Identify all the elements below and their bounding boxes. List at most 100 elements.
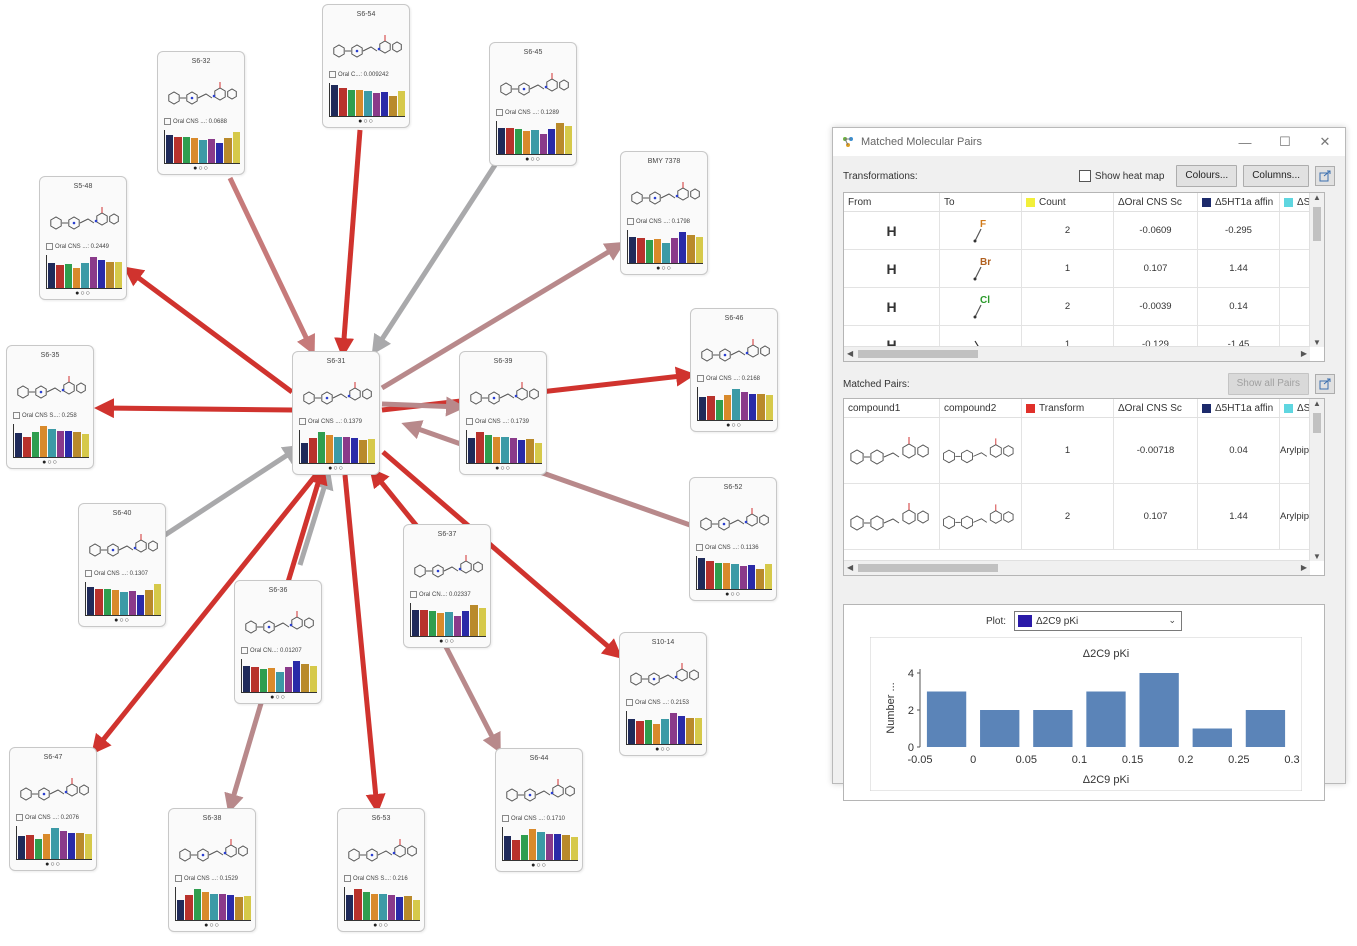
- histogram-bar[interactable]: [1086, 691, 1126, 748]
- matched-pairs-table[interactable]: compound1 compound2 Transform ΔOral CNS …: [843, 398, 1325, 576]
- maximize-button[interactable]: ☐: [1279, 134, 1291, 149]
- page-dots[interactable]: ●○○: [525, 156, 541, 163]
- checkbox[interactable]: [410, 591, 417, 598]
- checkbox[interactable]: [626, 699, 633, 706]
- transformation-edge[interactable]: [224, 699, 265, 814]
- page-dots[interactable]: ●○○: [193, 165, 209, 172]
- transformation-edge[interactable]: [442, 643, 501, 754]
- checkbox[interactable]: [164, 118, 171, 125]
- col-d-oral[interactable]: ΔOral CNS Sc: [1114, 193, 1198, 211]
- checkbox[interactable]: [329, 71, 336, 78]
- compound-node[interactable]: S6-54 Oral C...: 0.009242 ●○○: [322, 4, 410, 128]
- col-to[interactable]: To: [940, 193, 1022, 211]
- compound-node[interactable]: S6-39 Oral CNS ...: 0.1739 ●○○: [459, 351, 547, 475]
- title-bar[interactable]: Matched Molecular Pairs — ☐ ✕: [833, 128, 1345, 156]
- transformation-edge[interactable]: [342, 474, 386, 814]
- page-dots[interactable]: ●○○: [373, 922, 389, 929]
- compound-node[interactable]: S6-32 Oral CNS ...: 0.0688 ●○○: [157, 51, 245, 175]
- checkbox[interactable]: [502, 815, 509, 822]
- export-icon[interactable]: [1315, 166, 1335, 186]
- pairs-hscroll[interactable]: ◀ ▶: [844, 560, 1310, 575]
- pairs-vscroll[interactable]: ▲ ▼: [1309, 399, 1324, 561]
- compound-node[interactable]: S6-53 Oral CNS S...: 0.216 ●○○: [337, 808, 425, 932]
- transformation-edge[interactable]: [123, 266, 294, 395]
- checkbox[interactable]: [299, 418, 306, 425]
- minimize-button[interactable]: —: [1238, 134, 1252, 150]
- transformation-edge[interactable]: [334, 129, 363, 358]
- scroll-thumb[interactable]: [1313, 207, 1321, 241]
- histogram-bar[interactable]: [926, 691, 967, 748]
- transformation-edge[interactable]: [91, 468, 322, 755]
- col-from[interactable]: From: [844, 193, 940, 211]
- compound-node[interactable]: S6-37 Oral CN...: 0.02337 ●○○: [403, 524, 491, 648]
- checkbox-box[interactable]: [1078, 170, 1091, 182]
- compound-node[interactable]: S6-47 Oral CNS ...: 0.2076 ●○○: [9, 747, 97, 871]
- compound-node[interactable]: S6-45 Oral CNS ...: 0.1289 ●○○: [489, 42, 577, 166]
- histogram-bar[interactable]: [980, 710, 1020, 747]
- checkbox[interactable]: [46, 243, 53, 250]
- col-compound2[interactable]: compound2: [940, 399, 1022, 417]
- page-dots[interactable]: ●○○: [270, 694, 286, 701]
- compound-node[interactable]: S6-40 Oral CNS ...: 0.1307 ●○○: [78, 503, 166, 627]
- checkbox[interactable]: [696, 544, 703, 551]
- compound-node[interactable]: S6-44 Oral CNS ...: 0.1710 ●○○: [495, 748, 583, 872]
- col-transform[interactable]: Transform: [1022, 399, 1114, 417]
- compound-node[interactable]: S6-31 Oral CNS ...: 0.1379 ●○○: [292, 351, 380, 475]
- checkbox[interactable]: [344, 875, 351, 882]
- page-dots[interactable]: ●○○: [45, 861, 61, 868]
- transformation-row[interactable]: H F 2 -0.0609 -0.295: [844, 212, 1324, 250]
- transformation-edge[interactable]: [371, 163, 498, 356]
- colours-button[interactable]: Colours...: [1176, 165, 1238, 187]
- transformation-edge[interactable]: [227, 176, 316, 356]
- page-dots[interactable]: ●○○: [75, 290, 91, 297]
- page-dots[interactable]: ●○○: [358, 118, 374, 125]
- checkbox[interactable]: [241, 647, 248, 654]
- checkbox[interactable]: [16, 814, 23, 821]
- transformation-row[interactable]: H Br 1 0.107 1.44: [844, 250, 1324, 288]
- page-dots[interactable]: ●○○: [204, 922, 220, 929]
- close-button[interactable]: ✕: [1319, 134, 1331, 149]
- col-d-ser[interactable]: ΔSer: [1280, 399, 1324, 417]
- transformation-edge[interactable]: [163, 444, 304, 538]
- transformation-edge[interactable]: [381, 396, 466, 417]
- compound-node[interactable]: S6-46 Oral CNS ...: 0.2168 ●○○: [690, 308, 778, 432]
- checkbox[interactable]: [496, 109, 503, 116]
- col-compound1[interactable]: compound1: [844, 399, 940, 417]
- page-dots[interactable]: ●○○: [439, 638, 455, 645]
- compound-node[interactable]: S10-14 Oral CNS ...: 0.2153 ●○○: [619, 632, 707, 756]
- histogram-bar[interactable]: [1245, 710, 1286, 747]
- histogram-bar[interactable]: [1033, 710, 1073, 747]
- checkbox[interactable]: [13, 412, 20, 419]
- checkbox[interactable]: [175, 875, 182, 882]
- col-d-oral[interactable]: ΔOral CNS Sc: [1114, 399, 1198, 417]
- histogram-bar[interactable]: [1192, 728, 1232, 748]
- scroll-thumb[interactable]: [1313, 413, 1321, 433]
- col-d-5ht[interactable]: Δ5HT1a affin: [1198, 399, 1280, 417]
- mmp-network-view[interactable]: S6-54 Oral C...: 0.009242 ●○○ S6-32 Oral CNS…: [0, 0, 820, 946]
- histogram-bar[interactable]: [1139, 673, 1179, 747]
- transformation-edge[interactable]: [381, 450, 623, 659]
- transformation-edge[interactable]: [380, 241, 626, 391]
- page-dots[interactable]: ●○○: [531, 862, 547, 869]
- page-dots[interactable]: ●○○: [495, 465, 511, 472]
- col-d-5ht[interactable]: Δ5HT1a affin: [1198, 193, 1280, 211]
- page-dots[interactable]: ●○○: [656, 265, 672, 272]
- compound-node[interactable]: BMY 7378 Oral CNS ...: 0.1798 ●○○: [620, 151, 708, 275]
- transformations-vscroll[interactable]: ▲ ▼: [1309, 193, 1324, 347]
- columns-button[interactable]: Columns...: [1243, 165, 1309, 187]
- export-icon[interactable]: [1315, 374, 1335, 394]
- checkbox[interactable]: [627, 218, 634, 225]
- compound-node[interactable]: S6-35 Oral CNS S...: 0.258 ●○○: [6, 345, 94, 469]
- transformations-table[interactable]: From To Count ΔOral CNS Sc Δ5HT1a affin …: [843, 192, 1325, 362]
- transformation-edge[interactable]: [369, 467, 422, 532]
- transformations-hscroll[interactable]: ◀ ▶: [844, 346, 1310, 361]
- show-heat-map-checkbox[interactable]: Show heat map: [1078, 170, 1164, 182]
- scroll-thumb[interactable]: [858, 564, 998, 572]
- compound-node[interactable]: S6-36 Oral CN...: 0.01207 ●○○: [234, 580, 322, 704]
- checkbox[interactable]: [85, 570, 92, 577]
- plot-select[interactable]: Δ2C9 pKi ⌄: [1014, 611, 1182, 631]
- page-dots[interactable]: ●○○: [328, 465, 344, 472]
- checkbox[interactable]: [466, 418, 473, 425]
- compound-node[interactable]: S5-48 Oral CNS ...: 0.2449 ●○○: [39, 176, 127, 300]
